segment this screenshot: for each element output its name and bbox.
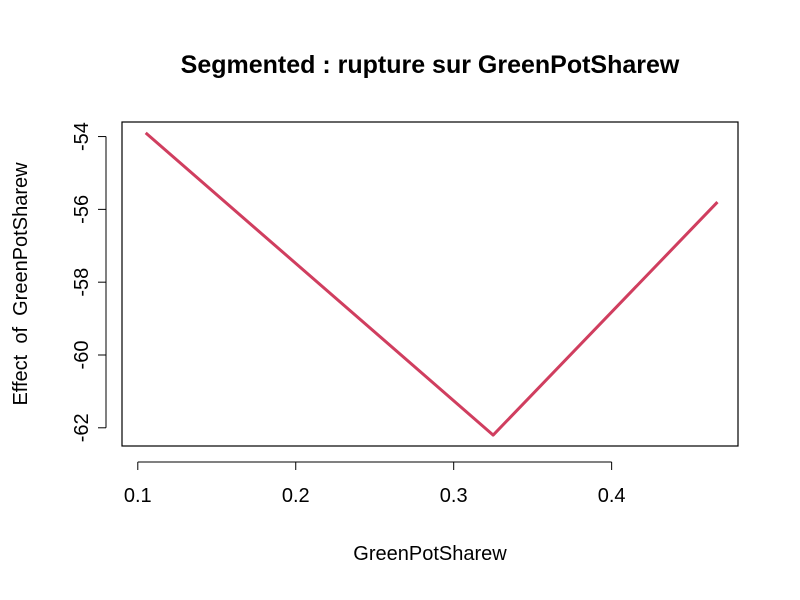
series-line <box>144 131 719 437</box>
series-layer <box>144 131 719 437</box>
plot-area-frame <box>121 121 739 447</box>
y-tick-label: -62 <box>71 413 93 442</box>
chart-title: Segmented : rupture sur GreenPotSharew <box>181 51 680 79</box>
y-axis: -54 -56 -58 -60 -62 <box>71 122 107 442</box>
y-tick-label: -58 <box>71 268 93 297</box>
y-tick-label: -60 <box>71 341 93 370</box>
x-tick-label: 0.3 <box>440 485 468 507</box>
y-tick-label: -56 <box>71 195 93 224</box>
x-tick-label: 0.1 <box>124 485 152 507</box>
x-axis-label: GreenPotSharew <box>353 543 507 565</box>
x-tick-label: 0.4 <box>598 485 626 507</box>
x-tick-label: 0.2 <box>282 485 310 507</box>
y-axis-label: Effect of GreenPotSharew <box>10 162 32 406</box>
y-tick-label: -54 <box>71 122 93 151</box>
x-axis: 0.1 0.2 0.3 0.4 <box>124 461 626 507</box>
